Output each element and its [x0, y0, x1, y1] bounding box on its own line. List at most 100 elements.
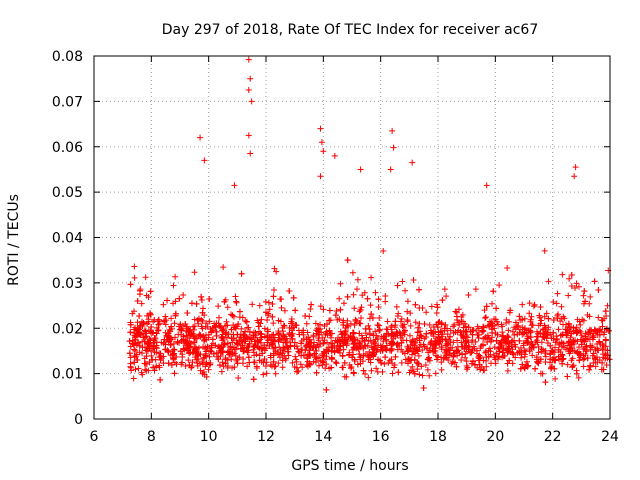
data-point — [576, 350, 583, 357]
data-point — [491, 322, 498, 329]
data-point — [216, 322, 223, 329]
data-point — [438, 321, 445, 328]
data-point — [433, 321, 440, 328]
data-point — [172, 298, 179, 305]
data-point — [497, 341, 504, 348]
data-point — [147, 310, 154, 317]
data-point — [208, 342, 215, 349]
data-point — [504, 333, 511, 340]
data-point — [323, 361, 330, 368]
data-point — [143, 367, 150, 374]
data-point — [404, 316, 411, 323]
data-point — [486, 345, 493, 352]
data-point — [568, 272, 575, 279]
data-point — [230, 313, 237, 320]
data-point — [398, 359, 405, 366]
data-point — [300, 336, 307, 343]
data-point — [392, 318, 399, 325]
data-point — [321, 349, 328, 356]
data-point — [145, 340, 152, 347]
data-point — [332, 312, 339, 319]
y-tick-label: 0.05 — [52, 185, 83, 201]
data-point — [346, 349, 353, 356]
data-point — [215, 314, 222, 321]
data-point — [567, 334, 574, 341]
data-point — [261, 347, 268, 354]
data-point — [281, 322, 288, 329]
data-point — [525, 362, 532, 369]
data-point — [416, 344, 423, 351]
data-point — [161, 317, 168, 324]
data-point — [539, 326, 546, 333]
data-point — [405, 360, 411, 367]
data-point — [441, 286, 448, 293]
data-point — [483, 182, 490, 189]
data-point — [134, 297, 141, 304]
data-point — [356, 308, 363, 315]
data-point — [552, 344, 559, 351]
data-point — [438, 344, 445, 351]
data-point — [447, 333, 454, 340]
data-point — [482, 349, 489, 356]
data-point — [537, 356, 544, 363]
data-point — [370, 332, 377, 339]
data-point — [180, 292, 187, 299]
x-tick-label: 18 — [429, 429, 447, 445]
data-point — [261, 325, 268, 332]
data-point — [490, 288, 497, 295]
data-point — [387, 166, 394, 173]
data-point — [395, 369, 402, 376]
data-point — [512, 319, 519, 326]
data-point — [317, 173, 324, 180]
data-point — [365, 374, 372, 381]
data-point — [144, 344, 151, 351]
data-point — [541, 330, 548, 337]
data-point — [179, 351, 186, 358]
data-point — [375, 304, 382, 311]
data-point — [332, 359, 339, 366]
data-point — [468, 338, 475, 345]
data-point — [148, 323, 155, 330]
data-point — [256, 345, 263, 352]
data-point — [484, 332, 491, 339]
data-point — [415, 286, 422, 293]
data-point — [375, 356, 382, 363]
data-point — [557, 332, 564, 339]
data-point — [157, 350, 164, 357]
data-point — [457, 329, 464, 336]
data-point — [374, 335, 381, 342]
data-point — [516, 348, 523, 355]
data-point — [171, 370, 178, 377]
data-point — [348, 364, 355, 371]
data-point — [419, 347, 426, 354]
data-point — [254, 338, 261, 345]
data-point — [578, 332, 585, 339]
data-point — [432, 337, 439, 344]
data-point — [129, 310, 136, 317]
data-point — [442, 342, 449, 349]
data-point — [130, 326, 137, 333]
data-point — [434, 353, 441, 360]
data-point — [305, 341, 312, 348]
data-point — [587, 342, 594, 349]
data-point — [327, 340, 334, 347]
data-point — [575, 283, 582, 290]
data-point — [483, 363, 490, 370]
data-point — [503, 319, 510, 326]
data-point — [351, 322, 358, 329]
data-point — [244, 363, 251, 370]
data-point — [553, 333, 560, 340]
data-point — [239, 360, 246, 367]
x-tick-label: 12 — [257, 429, 275, 445]
data-point — [357, 306, 364, 313]
data-point — [257, 339, 264, 346]
data-point — [132, 347, 139, 354]
data-point — [359, 335, 366, 342]
data-point — [176, 295, 183, 302]
data-point — [526, 300, 533, 307]
data-point — [503, 347, 510, 354]
data-point — [183, 328, 190, 335]
data-point — [208, 328, 215, 335]
data-point — [444, 325, 451, 332]
data-point — [253, 364, 260, 371]
